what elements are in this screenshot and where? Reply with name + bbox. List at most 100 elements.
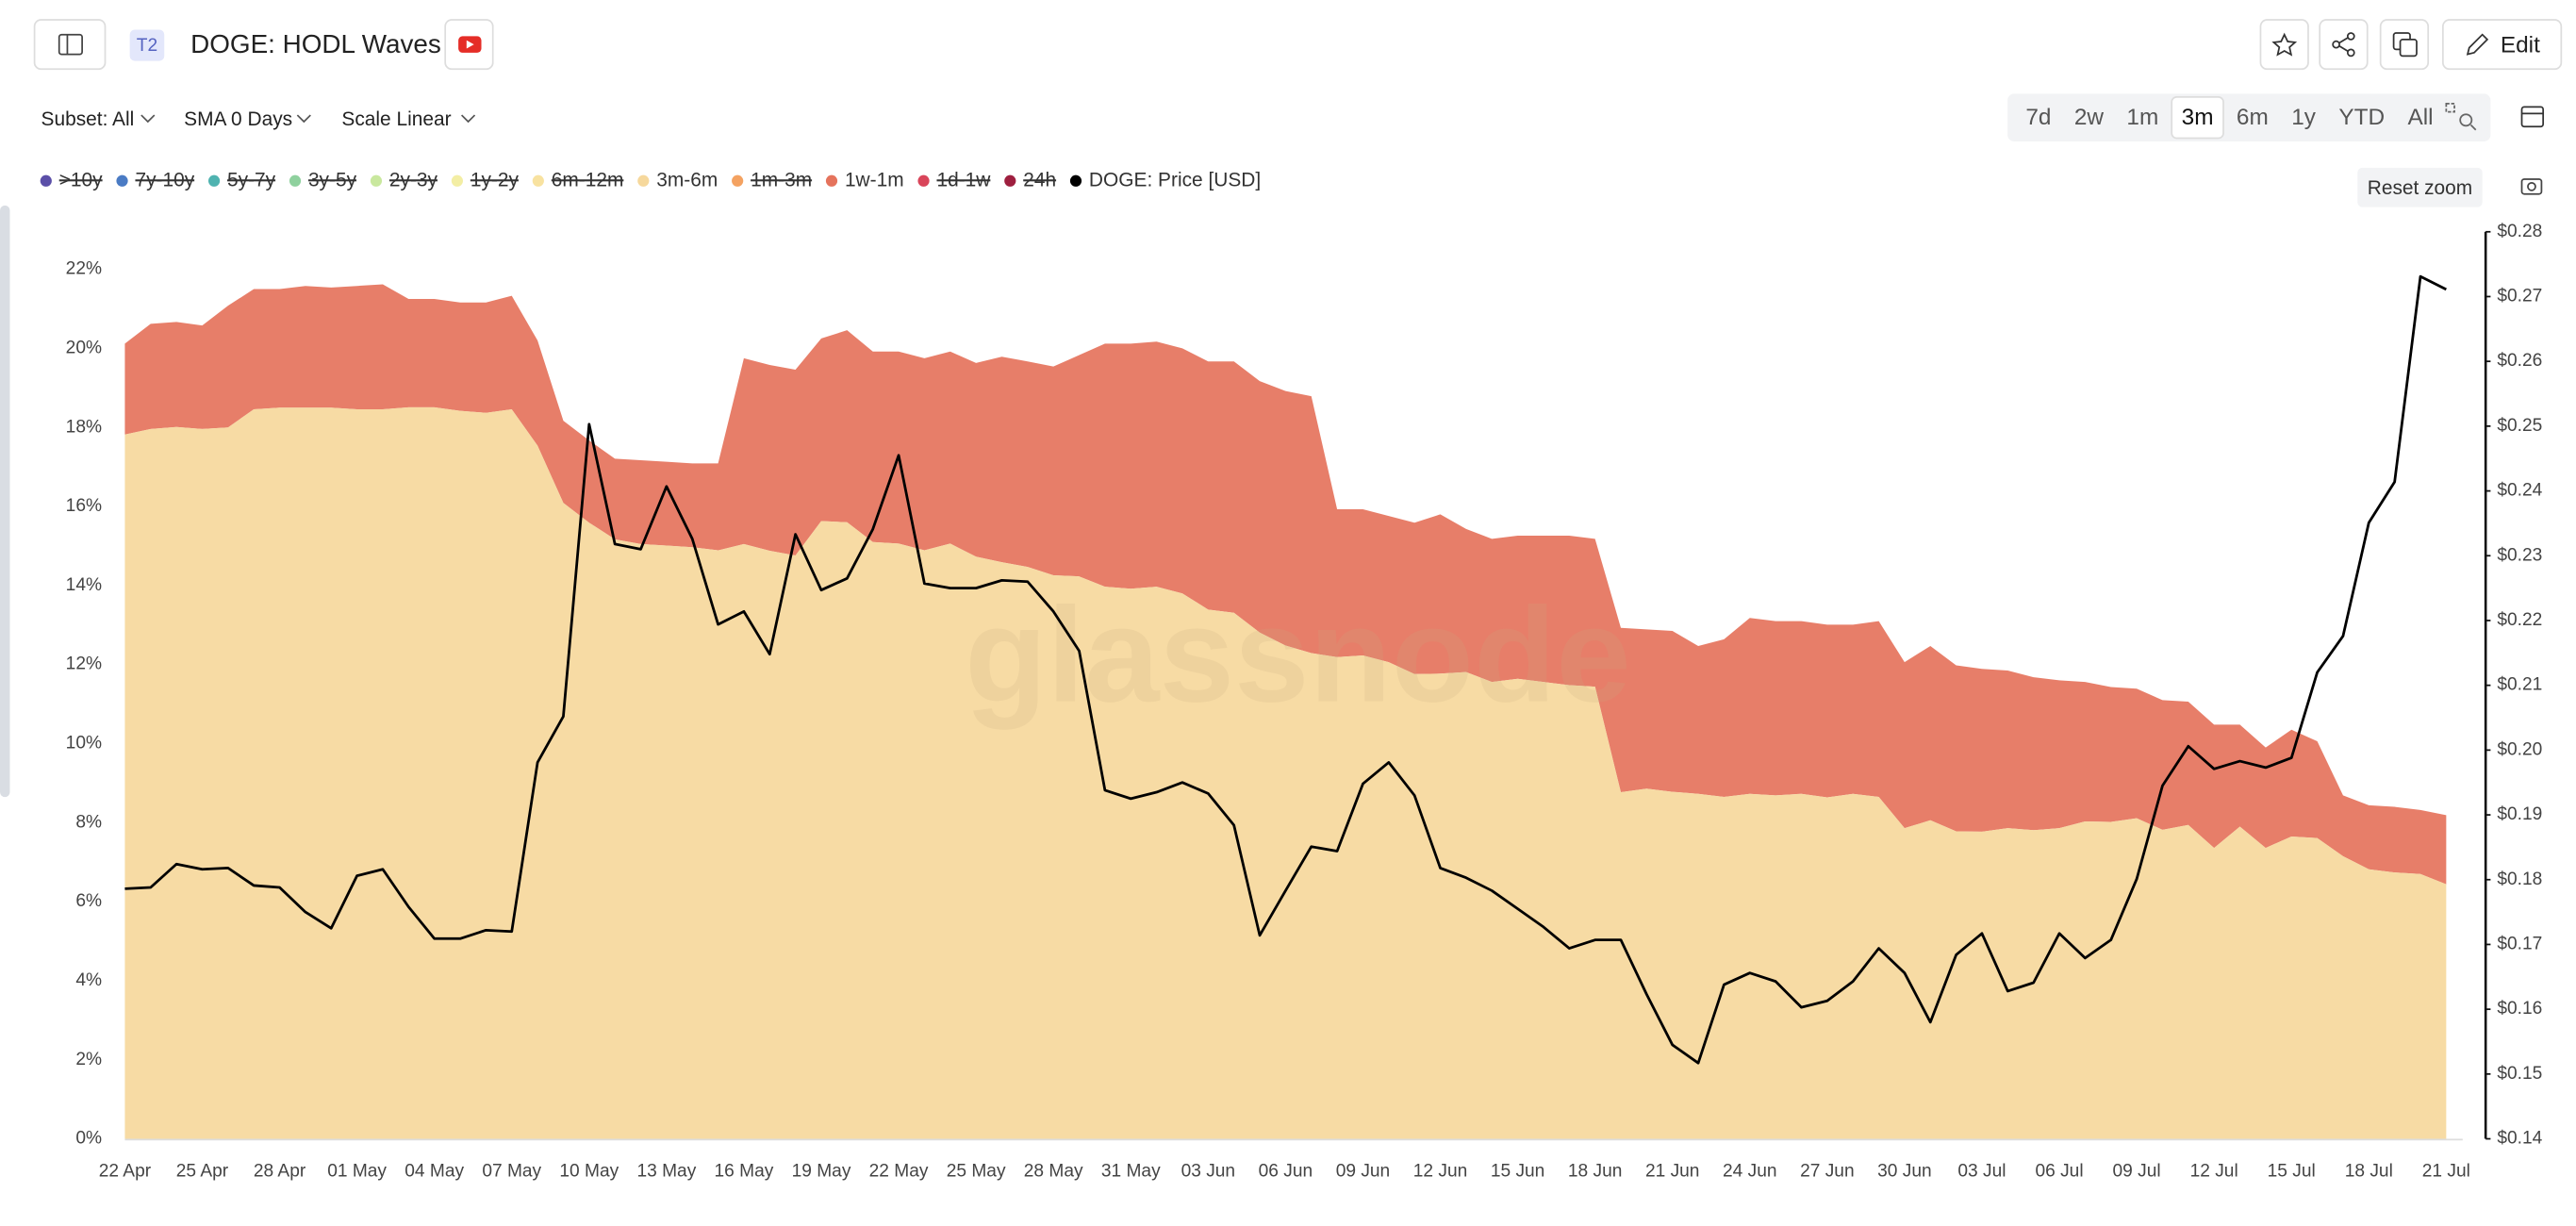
- calendar-button[interactable]: [2505, 93, 2560, 141]
- range-button[interactable]: 3m: [2171, 96, 2224, 140]
- legend-item[interactable]: 2y-3y: [370, 169, 438, 191]
- x-tick-label: 22 May: [869, 1161, 929, 1181]
- tier-badge-bg: [129, 29, 165, 61]
- legend-item[interactable]: 24h: [1004, 169, 1056, 191]
- range-label: 6m: [2237, 105, 2269, 130]
- legend-label: 1y-2y: [471, 169, 520, 191]
- y-tick-label: 6%: [75, 891, 102, 911]
- x-tick-label: 12 Jul: [2190, 1161, 2238, 1181]
- legend-item[interactable]: 1m-3m: [732, 169, 812, 191]
- y2-tick-label: $0.18: [2497, 870, 2542, 889]
- y-tick-label: 14%: [66, 575, 102, 595]
- screenshot-button[interactable]: [2520, 178, 2543, 195]
- x-tick-label: 22 Apr: [99, 1161, 152, 1181]
- price-line: [124, 274, 2447, 1065]
- x-tick-label: 19 May: [792, 1161, 851, 1181]
- x-tick-label: 16 May: [715, 1161, 774, 1181]
- zoom-select-button[interactable]: [2445, 103, 2477, 131]
- y-tick-label: 8%: [75, 812, 102, 832]
- y2-tick-label: $0.28: [2497, 222, 2542, 241]
- legend-item[interactable]: 3m-6m: [637, 169, 718, 191]
- x-tick-label: 10 May: [559, 1161, 619, 1181]
- x-tick-label: 21 Jul: [2422, 1161, 2470, 1181]
- scale-label: Scale Linear: [341, 108, 451, 130]
- legend-swatch: [917, 174, 930, 187]
- range-label: 2w: [2074, 105, 2105, 130]
- edit-button[interactable]: Edit: [2441, 19, 2563, 71]
- x-tick-label: 12 Jun: [1413, 1161, 1468, 1181]
- y2-tick-label: $0.14: [2497, 1129, 2542, 1149]
- legend-swatch: [40, 174, 52, 187]
- y-tick-label: 18%: [66, 417, 102, 437]
- x-tick-label: 06 Jun: [1259, 1161, 1313, 1181]
- y-tick-label: 4%: [75, 970, 102, 990]
- sidebar-toggle[interactable]: [33, 19, 107, 71]
- y-tick-label: 16%: [66, 496, 102, 516]
- x-tick-label: 03 Jul: [1957, 1161, 2006, 1181]
- plot: 0% 2% 4% 6% 8% 10% 12% 14% 16% 18% 20% 22% $0.14 $0.1…: [66, 222, 2543, 1182]
- x-tick-label: 28 May: [1024, 1161, 1083, 1181]
- range-button[interactable]: All: [2398, 97, 2443, 139]
- range-button[interactable]: 2w: [2064, 97, 2113, 139]
- sma-dropdown[interactable]: SMA 0 Days: [184, 108, 311, 130]
- reset-zoom-button[interactable]: Reset zoom: [2357, 167, 2483, 207]
- range-button[interactable]: 1m: [2117, 97, 2169, 139]
- copy-button[interactable]: [2379, 19, 2430, 71]
- legend-item[interactable]: 1d-1w: [917, 169, 991, 191]
- legend-item[interactable]: 3y-5y: [289, 169, 357, 191]
- x-tick-label: 28 Apr: [254, 1161, 306, 1181]
- range-button[interactable]: YTD: [2329, 97, 2395, 139]
- y-tick-label: 12%: [66, 654, 102, 674]
- range-button[interactable]: 7d: [2016, 97, 2061, 139]
- x-tick-label: 01 May: [327, 1161, 387, 1181]
- legend-label: 1m-3m: [751, 169, 812, 191]
- legend-swatch: [116, 174, 128, 187]
- legend-label: 6m-12m: [552, 169, 624, 191]
- area: [124, 284, 2447, 885]
- y2-tick-label: $0.25: [2497, 416, 2542, 436]
- range-label: All: [2407, 105, 2433, 130]
- legend-item[interactable]: 1y-2y: [451, 169, 520, 191]
- legend-item[interactable]: 1w-1m: [825, 169, 904, 191]
- sma-label: SMA 0 Days: [184, 108, 292, 130]
- range-button[interactable]: 1y: [2282, 97, 2326, 139]
- x-tick-label: 09 Jul: [2113, 1161, 2161, 1181]
- x-tick-label: 24 Jun: [1723, 1161, 1777, 1181]
- video-button[interactable]: [444, 19, 494, 71]
- x-tick-label: 09 Jun: [1336, 1161, 1391, 1181]
- legend-label: 2y-3y: [389, 169, 438, 191]
- share-button[interactable]: [2319, 19, 2369, 71]
- page-title: DOGE: HODL Waves: [190, 29, 441, 58]
- edit-label: Edit: [2501, 32, 2540, 58]
- subset-dropdown[interactable]: Subset: All: [41, 108, 156, 130]
- y2-tick-label: $0.22: [2497, 610, 2542, 630]
- scale-dropdown[interactable]: Scale Linear: [341, 108, 476, 130]
- x-tick-label: 25 Apr: [176, 1161, 229, 1181]
- x-tick-label: 25 May: [947, 1161, 1006, 1181]
- legend-swatch: [732, 174, 744, 187]
- x-tick-label: 18 Jul: [2345, 1161, 2393, 1181]
- legend-item[interactable]: >10y: [40, 169, 103, 191]
- y2-tick-label: $0.17: [2497, 935, 2542, 954]
- range-label: 1y: [2291, 105, 2317, 130]
- legend-item[interactable]: 6m-12m: [532, 169, 624, 191]
- range-button[interactable]: 6m: [2226, 97, 2278, 139]
- favorite-button[interactable]: [2259, 19, 2309, 71]
- x-tick-label: 06 Jul: [2035, 1161, 2083, 1181]
- x-tick-label: 18 Jun: [1568, 1161, 1623, 1181]
- legend-item[interactable]: 7y-10y: [116, 169, 195, 191]
- legend-swatch: [207, 174, 221, 187]
- y2-tick-label: $0.24: [2497, 481, 2542, 501]
- legend-item[interactable]: 5y-7y: [207, 169, 276, 191]
- x-tick-label: 04 May: [405, 1161, 464, 1181]
- x-tick-label: 03 Jun: [1181, 1161, 1236, 1181]
- x-tick-label: 15 Jun: [1491, 1161, 1545, 1181]
- legend-item[interactable]: DOGE: Price [USD]: [1069, 169, 1261, 191]
- legend-label: 1w-1m: [845, 169, 904, 191]
- x-tick-label: 27 Jun: [1800, 1161, 1855, 1181]
- legend-label: 3y-5y: [308, 169, 357, 191]
- y2-tick-label: $0.21: [2497, 675, 2542, 695]
- y-tick-label: 2%: [75, 1050, 102, 1069]
- legend-label: >10y: [59, 169, 103, 191]
